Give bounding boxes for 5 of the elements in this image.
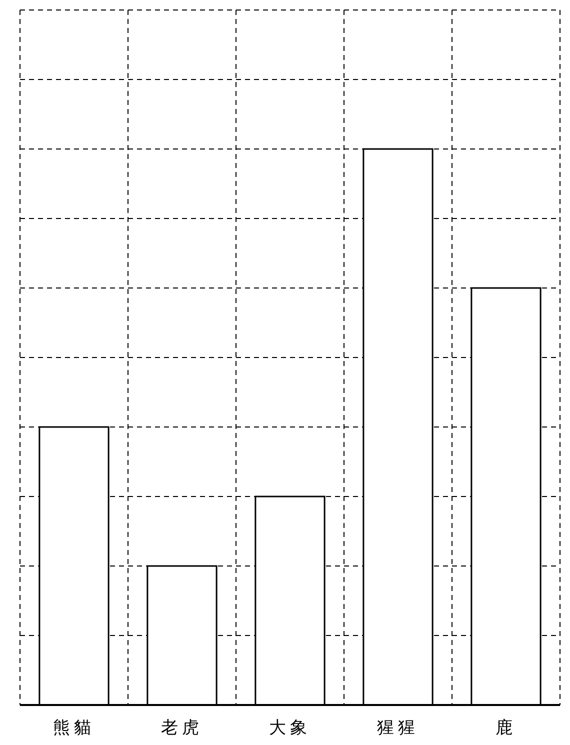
x-tick-label: 熊貓 — [53, 718, 95, 738]
x-tick-label: 猩猩 — [377, 718, 419, 738]
x-tick-label: 老虎 — [161, 718, 203, 738]
x-tick-label: 大象 — [269, 718, 311, 738]
x-tick-label: 鹿 — [496, 718, 516, 738]
